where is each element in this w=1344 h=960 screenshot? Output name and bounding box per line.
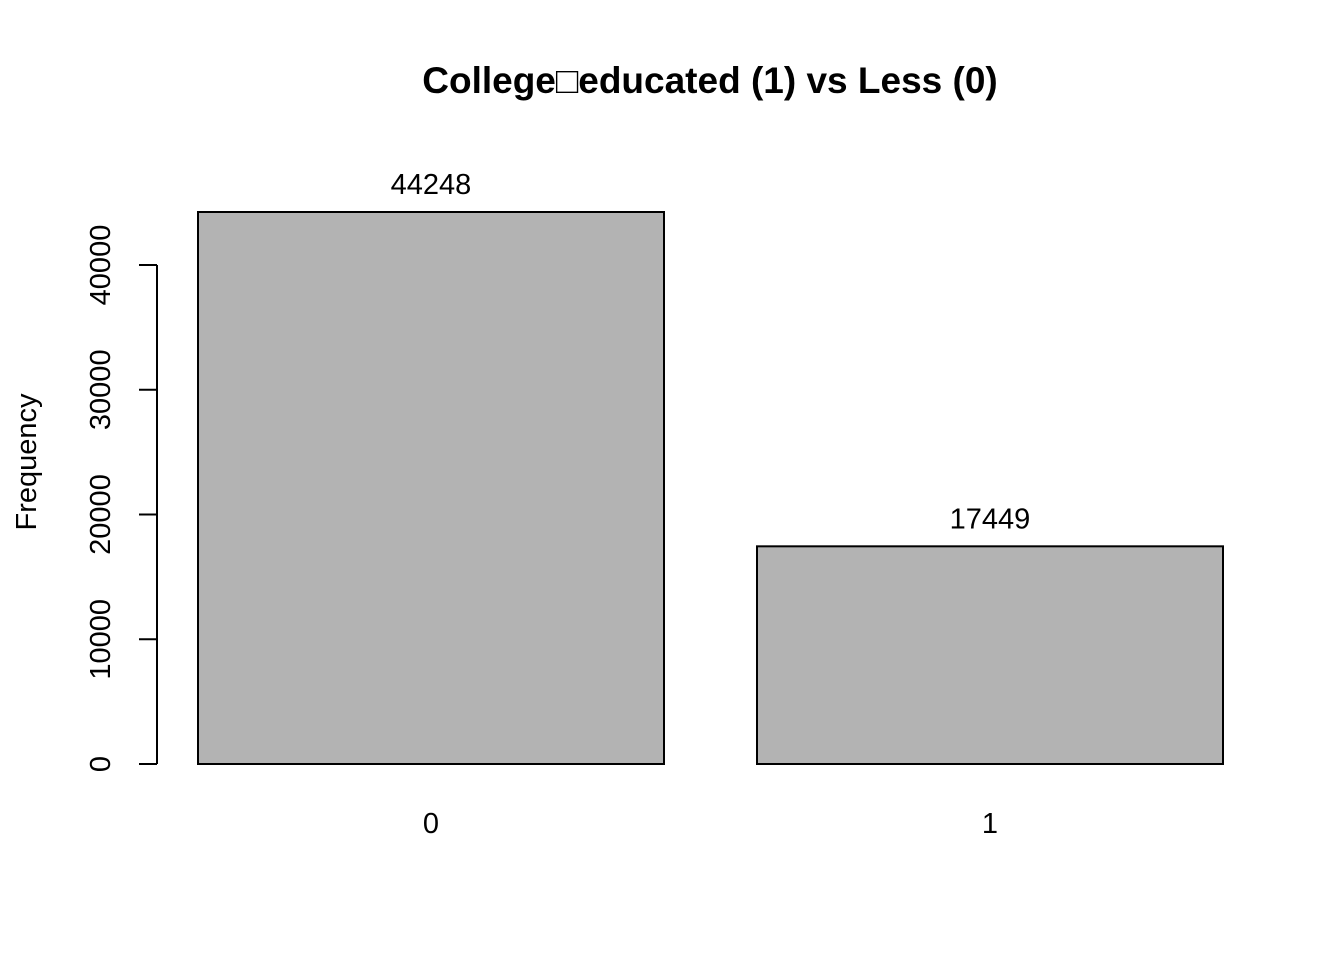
y-axis-label: Frequency [11,393,43,531]
chart-title: College□educated (1) vs Less (0) [422,60,997,101]
y-axis: 0 10000 20000 30000 40000 [85,225,158,772]
data-labels: 44248 17449 [391,169,1031,535]
bars [197,211,1224,766]
y-tick-label: 20000 [85,474,117,555]
x-category-label: 0 [423,808,439,840]
y-tick-label: 10000 [85,599,117,680]
bar-value-label: 44248 [391,169,472,201]
y-tick-label: 30000 [85,349,117,430]
y-tick-label: 0 [85,756,117,772]
bar-value-label: 17449 [950,503,1031,535]
x-category-label: 1 [982,808,998,840]
bar [197,211,665,765]
bar [756,545,1224,766]
y-tick-label: 40000 [85,225,117,306]
